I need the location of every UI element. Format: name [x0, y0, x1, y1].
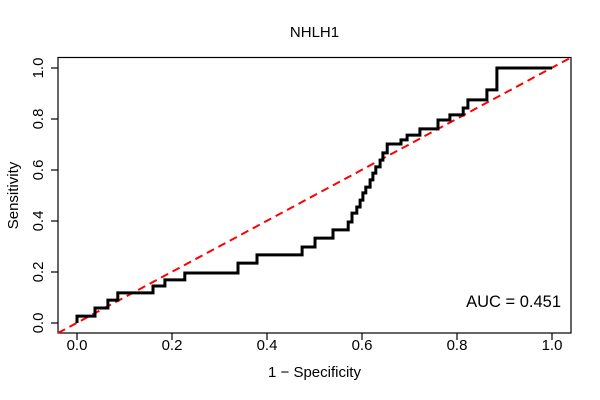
y-tick-label: 0.4 [30, 211, 47, 232]
y-tick-label: 0.6 [30, 160, 47, 181]
auc-annotation: AUC = 0.451 [466, 293, 561, 311]
y-tick-label: 0.8 [30, 109, 47, 130]
x-tick-label: 0.6 [352, 337, 373, 354]
x-tick-label: 0.0 [67, 337, 88, 354]
plot-box [57, 56, 572, 334]
x-tick-label: 0.8 [447, 337, 468, 354]
chart-title: NHLH1 [290, 24, 339, 41]
x-tick-label: 0.2 [162, 337, 183, 354]
chance-diagonal-line [57, 56, 572, 334]
y-tick-label: 1.0 [30, 58, 47, 79]
x-tick-label: 0.4 [257, 337, 278, 354]
y-axis-label: Sensitivity [5, 161, 22, 229]
y-tick-label: 0.2 [30, 262, 47, 283]
roc-curve-line [75, 66, 552, 323]
x-tick-label: 1.0 [542, 337, 563, 354]
x-axis-label: 1 − Specificity [268, 364, 361, 381]
plot-area: 0.0 0.2 0.4 0.6 0.8 1.0 0.0 0.2 0.4 0.6 0.8 1.0 [30, 56, 572, 354]
y-tick-label: 0.0 [30, 313, 47, 334]
